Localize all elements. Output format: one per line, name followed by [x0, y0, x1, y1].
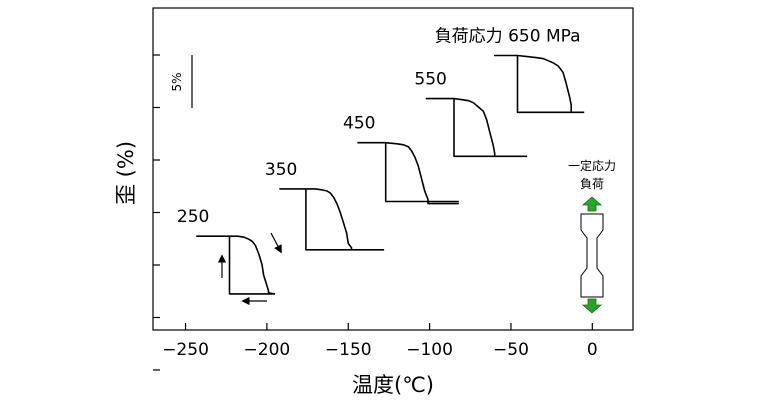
x-tick-label: −50: [493, 340, 529, 360]
x-tick-label: 0: [587, 340, 598, 360]
x-tick-label: −200: [244, 340, 291, 360]
series-label-450: 450: [343, 114, 375, 134]
y-axis-title: 歪 (%): [114, 141, 138, 205]
series-label-650: 負荷応力 650 MPa: [435, 27, 581, 47]
arrow-cooling: [270, 232, 282, 254]
scale-bar: 5%: [170, 55, 193, 108]
series-450-curve: [357, 141, 459, 205]
tension-arrow-up-icon: [581, 196, 603, 212]
series-layer: [196, 54, 585, 295]
x-axis-ticks: [184, 323, 593, 330]
series-label-550: 550: [414, 70, 446, 90]
plot-frame: [152, 7, 634, 331]
series-350-curve: [279, 188, 385, 251]
x-tick-label: −250: [162, 340, 209, 360]
x-tick-label: −100: [406, 340, 453, 360]
direction-arrows: [217, 232, 282, 306]
y-axis-ticks: [153, 54, 160, 371]
series-label-350: 350: [265, 160, 297, 180]
specimen-schematic: 一定応力 負荷: [568, 158, 616, 314]
series-550-curve: [425, 97, 528, 158]
specimen-caption-line2: 負荷: [580, 177, 604, 191]
series-650-curve: [493, 54, 585, 114]
dogbone-specimen: [580, 213, 604, 298]
tension-arrow-down-icon: [581, 298, 603, 314]
x-axis-tick-labels: −250 −200 −150 −100 −50 0: [162, 340, 598, 360]
specimen-caption-line1: 一定応力: [568, 158, 616, 173]
series-labels: 250 350 450 550 負荷応力 650 MPa: [177, 27, 581, 228]
x-axis-title: 温度(℃): [352, 373, 434, 397]
series-250-curve: [196, 235, 276, 295]
scale-bar-label: 5%: [170, 72, 184, 91]
series-label-250: 250: [177, 207, 209, 227]
x-tick-label: −150: [325, 340, 372, 360]
